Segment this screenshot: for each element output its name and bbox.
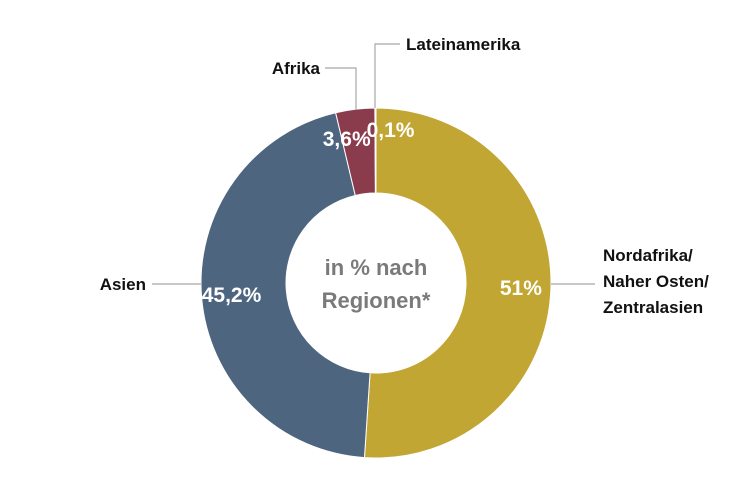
value-label-group: 51% 45,2% 3,6%0,1% <box>202 119 543 307</box>
leader-line-afrika <box>325 67 357 110</box>
leader-line-lateinamerika <box>374 43 400 108</box>
category-label-group: Nordafrika/Naher Osten/Zentralasien Asien… <box>100 35 709 317</box>
center-label-line-1: in % nach <box>325 255 428 280</box>
slice-asien <box>200 112 371 459</box>
value-label-lateinamerika: 0,1% <box>367 119 415 142</box>
value-label-asien: 45,2% <box>202 284 262 307</box>
leader-line-group <box>152 43 595 285</box>
slice-lateinamerika <box>374 107 377 194</box>
center-label-line-2: Regionen* <box>322 288 431 313</box>
slice-group <box>200 107 552 459</box>
category-label-nordafrika: Nordafrika/Naher Osten/Zentralasien <box>603 246 709 317</box>
value-label-afrika: 3,6% <box>323 128 371 151</box>
category-label-asien: Asien <box>100 275 146 294</box>
value-label-nordafrika: 51% <box>500 277 542 300</box>
slice-nordafrika <box>363 107 552 459</box>
category-label-lateinamerika: Lateinamerika <box>406 35 521 54</box>
category-label-afrika: Afrika <box>272 59 321 78</box>
